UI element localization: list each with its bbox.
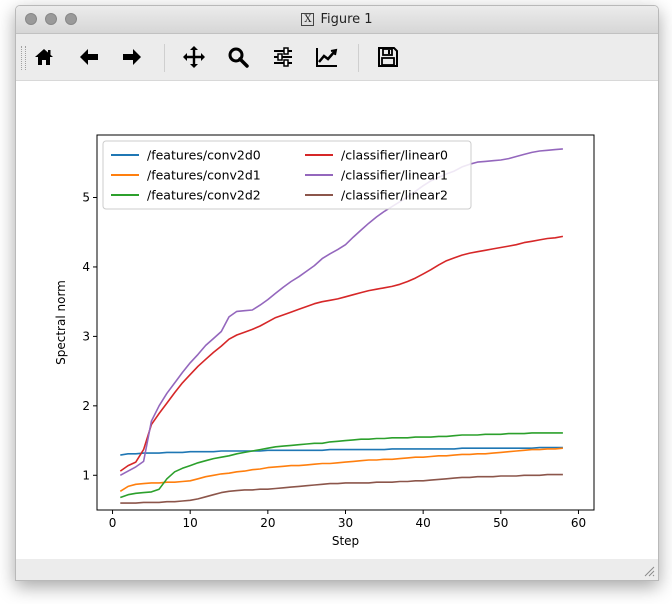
line-chart[interactable]: 0 10 20 30 40 50 60 1 2 3 4 5 Step Spectral norm /… (16, 81, 658, 559)
y-tick-label: 3 (82, 329, 90, 343)
title-bar: X Figure 1 (16, 6, 658, 34)
legend-box (102, 140, 472, 210)
figure-window: X Figure 1 (15, 5, 659, 581)
home-button[interactable] (29, 42, 59, 72)
x-tick-label: 10 (183, 516, 198, 530)
toolbar-separator (358, 44, 359, 72)
x-axis-ticks: 0 10 20 30 40 50 60 (109, 510, 586, 530)
window-title: Figure 1 (320, 12, 373, 27)
series-line-2 (120, 432, 563, 499)
toolbar-separator (164, 44, 165, 72)
figure-canvas[interactable]: 0 10 20 30 40 50 60 1 2 3 4 5 Step Spectral norm /… (16, 81, 658, 559)
home-icon (35, 49, 53, 65)
configure-subplots-button[interactable] (268, 42, 298, 72)
navigation-toolbar (16, 34, 658, 81)
x-tick-label: 30 (338, 516, 353, 530)
maximize-window-button[interactable] (65, 13, 77, 25)
series-line-3 (119, 235, 564, 472)
status-bar (16, 559, 658, 580)
chart-lines (119, 148, 564, 504)
series-line-1 (119, 447, 563, 492)
legend-entry-label: /classifier/linear0 (341, 148, 448, 163)
minimize-window-button[interactable] (45, 13, 57, 25)
y-tick-label: 2 (82, 399, 90, 413)
arrow-left-icon (80, 49, 98, 65)
move-icon (183, 46, 205, 68)
edit-axis-button[interactable] (312, 42, 342, 72)
y-axis-ticks: 1 2 3 4 5 (82, 191, 97, 482)
x-tick-label: 50 (493, 516, 508, 530)
legend-entry-label: /classifier/linear1 (341, 168, 448, 183)
x-tick-label: 60 (571, 516, 586, 530)
pan-button[interactable] (179, 42, 209, 72)
y-tick-label: 5 (82, 191, 90, 205)
legend-entry-label: /features/conv2d0 (147, 148, 261, 163)
x11-app-icon: X (301, 13, 315, 26)
x-tick-label: 20 (260, 516, 275, 530)
sliders-icon (274, 47, 292, 67)
series-line-5 (120, 473, 563, 504)
y-tick-label: 4 (82, 260, 90, 274)
save-button[interactable] (373, 42, 403, 72)
resize-grip-icon[interactable] (643, 565, 655, 577)
line-chart-icon (316, 48, 338, 67)
forward-button[interactable] (117, 42, 147, 72)
legend: /features/conv2d0/features/conv2d1/featu… (102, 140, 472, 210)
magnifier-icon (228, 47, 249, 68)
arrow-right-icon (123, 49, 141, 65)
zoom-button[interactable] (223, 42, 253, 72)
series-line-0 (120, 446, 563, 456)
legend-entry-label: /classifier/linear2 (341, 188, 448, 203)
x-axis-label: Step (332, 534, 359, 548)
back-button[interactable] (74, 42, 104, 72)
legend-entry-label: /features/conv2d1 (147, 168, 261, 183)
y-tick-label: 1 (82, 468, 90, 482)
floppy-disk-icon (378, 47, 398, 67)
x-tick-label: 40 (416, 516, 431, 530)
close-window-button[interactable] (25, 13, 37, 25)
series-line-4 (119, 148, 563, 477)
legend-entry-label: /features/conv2d2 (147, 188, 261, 203)
x-tick-label: 0 (109, 516, 117, 530)
y-axis-label: Spectral norm (54, 280, 68, 365)
toolbar-grip-handle[interactable] (21, 46, 26, 70)
